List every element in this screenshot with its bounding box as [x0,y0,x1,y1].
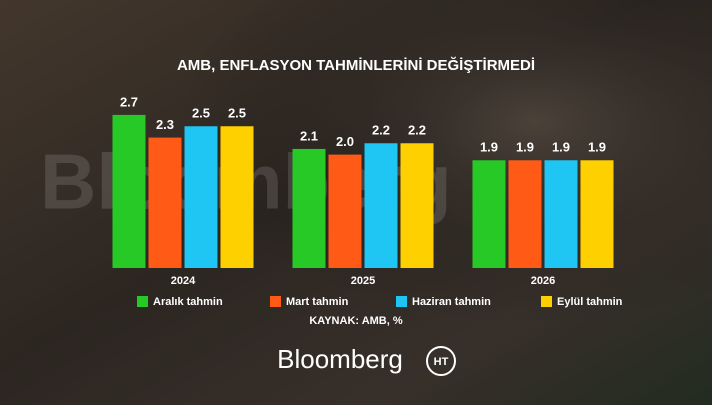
value-label: 1.9 [480,140,498,155]
value-label: 1.9 [552,140,570,155]
bar [113,115,146,268]
bar [185,126,218,268]
bar [473,160,506,268]
value-label: 2.3 [156,117,174,132]
bar [149,138,182,268]
bar [365,143,398,268]
bar [293,149,326,268]
bar [545,160,578,268]
legend-swatch [270,296,281,307]
bar [581,160,614,268]
legend-swatch [137,296,148,307]
value-label: 2.0 [336,134,354,149]
chart-title: AMB, ENFLASYON TAHMİNLERİNİ DEĞİŞTİRMEDİ [177,56,535,74]
legend-label: Aralık tahmin [153,296,223,308]
legend-swatch [541,296,552,307]
value-label: 2.2 [372,123,390,138]
value-label: 1.9 [588,140,606,155]
bar [509,160,542,268]
legend-label: Mart tahmin [286,296,349,308]
brand-logo: Bloomberg [277,344,403,374]
chart: Bloomberg AMB, ENFLASYON TAHMİNLERİNİ DE… [0,0,712,405]
value-label: 1.9 [516,140,534,155]
brand-mark: HT [434,356,449,368]
bar [401,143,434,268]
legend-swatch [396,296,407,307]
x-tick-label: 2024 [171,275,196,287]
value-label: 2.7 [120,94,138,109]
bar [329,155,362,268]
value-label: 2.1 [300,128,318,143]
legend-label: Eylül tahmin [557,296,623,308]
value-label: 2.5 [192,106,210,121]
x-tick-label: 2026 [531,275,555,287]
bar [221,126,254,268]
source: KAYNAK: AMB, % [309,315,403,327]
value-label: 2.5 [228,106,246,121]
value-label: 2.2 [408,123,426,138]
x-tick-label: 2025 [351,275,375,287]
legend-label: Haziran tahmin [412,296,491,308]
